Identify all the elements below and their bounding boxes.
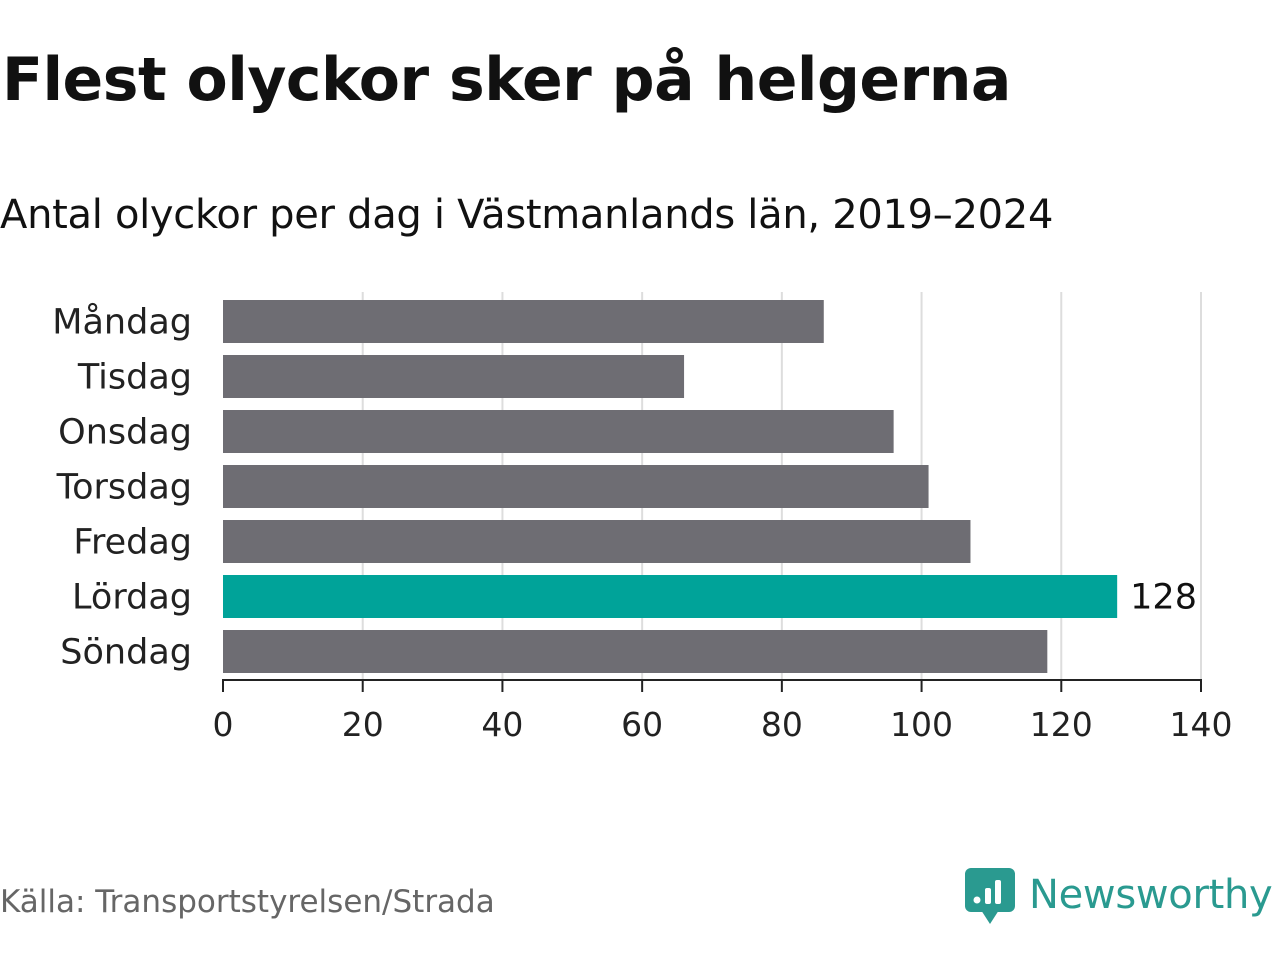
bar-fredag: [223, 520, 971, 563]
bar-onsdag: [223, 410, 894, 453]
brand-name: Newsworthy: [1029, 872, 1273, 918]
x-tick-label: 80: [761, 705, 803, 744]
x-axis: 0 20 40 60 80 100 120 140: [213, 679, 1233, 744]
y-category-label: Måndag: [52, 302, 192, 343]
source-note: Källa: Transportstyrelsen/Strada: [0, 884, 495, 920]
y-axis-labels: Måndag Tisdag Onsdag Torsdag Fredag Lördag Sön…: [52, 302, 192, 673]
y-category-label: Tisdag: [77, 358, 192, 398]
bar-lördag: [223, 575, 1118, 618]
bars: [223, 300, 1118, 673]
bar-söndag: [223, 630, 1048, 673]
bar-torsdag: [223, 465, 929, 508]
bar-chart: Måndag Tisdag Onsdag Torsdag Fredag Lördag Sön…: [52, 292, 1233, 744]
y-category-label: Lördag: [72, 578, 192, 618]
y-category-label: Torsdag: [56, 468, 192, 508]
y-category-label: Söndag: [60, 633, 192, 673]
x-tick-label: 120: [1030, 705, 1093, 744]
y-category-label: Onsdag: [58, 413, 192, 453]
bar-måndag: [223, 300, 824, 343]
chart-title: Flest olyckor sker på helgerna: [2, 45, 1011, 115]
y-category-label: Fredag: [73, 523, 192, 563]
x-tick-label: 40: [481, 705, 523, 744]
x-tick-label: 100: [890, 705, 953, 744]
data-labels: 128: [1130, 578, 1197, 618]
x-tick-label: 60: [621, 705, 663, 744]
x-tick-label: 140: [1170, 705, 1233, 744]
x-tick-label: 20: [342, 705, 384, 744]
brand-logo: Newsworthy: [965, 862, 1273, 928]
bar-tisdag: [223, 355, 685, 398]
chart-subtitle: Antal olyckor per dag i Västmanlands län…: [0, 192, 1054, 238]
data-label: 128: [1130, 578, 1197, 618]
newsworthy-logo-icon: [965, 868, 1015, 924]
x-tick-label: 0: [213, 705, 234, 744]
